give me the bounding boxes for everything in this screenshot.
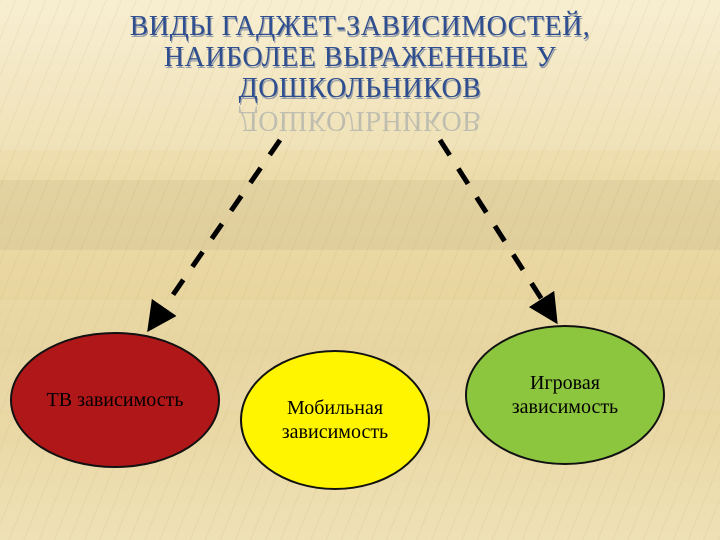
- diagram-title: ВИДЫ ГАДЖЕТ-ЗАВИСИМОСТЕЙ,НАИБОЛЕЕ ВЫРАЖЕ…: [0, 12, 720, 104]
- arrow-0: [150, 140, 280, 328]
- ellipse-tv: ТВ зависимость: [10, 332, 220, 468]
- ellipse-game: Игровая зависимость: [465, 325, 665, 465]
- title-line: ДОШКОЛЬНИКОВ: [130, 74, 591, 105]
- title-line: НАИБОЛЕЕ ВЫРАЖЕННЫЕ У: [130, 43, 591, 74]
- title-line: ВИДЫ ГАДЖЕТ-ЗАВИСИМОСТЕЙ,: [130, 12, 591, 43]
- ellipse-label-mobile: Мобильная зависимость: [251, 396, 418, 444]
- ellipse-label-tv: ТВ зависимость: [22, 388, 207, 412]
- title-reflection: ДОШКОЛЬНИКОВ: [0, 104, 720, 135]
- ellipse-label-game: Игровая зависимость: [477, 371, 653, 419]
- ellipse-mobile: Мобильная зависимость: [240, 350, 430, 490]
- diagram-stage: ВИДЫ ГАДЖЕТ-ЗАВИСИМОСТЕЙ,НАИБОЛЕЕ ВЫРАЖЕ…: [0, 0, 720, 540]
- arrow-1: [440, 140, 555, 320]
